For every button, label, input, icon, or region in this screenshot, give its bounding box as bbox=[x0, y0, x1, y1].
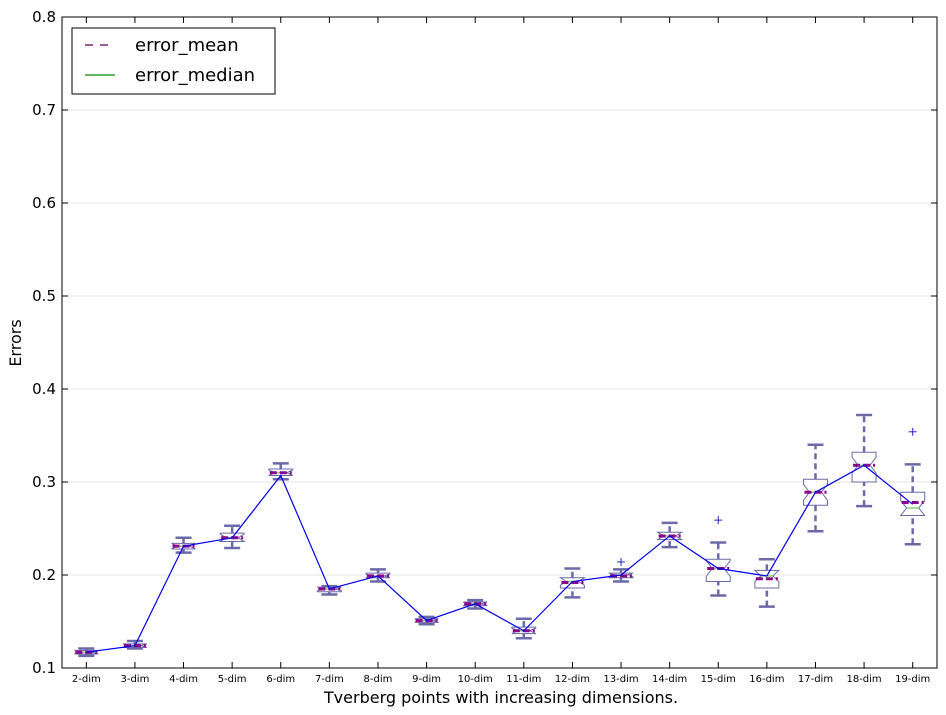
y-tick-label: 0.6 bbox=[32, 194, 56, 212]
outlier-point bbox=[714, 516, 723, 525]
plot-frame bbox=[61, 16, 938, 669]
x-tick-label: 14-dim bbox=[652, 674, 687, 685]
x-tick-label: 17-dim bbox=[798, 674, 833, 685]
x-tick-label: 10-dim bbox=[458, 674, 493, 685]
x-tick-label: 18-dim bbox=[846, 674, 881, 685]
y-tick-label: 0.2 bbox=[32, 566, 56, 584]
y-tick-label: 0.7 bbox=[32, 101, 56, 119]
x-tick-label: 3-dim bbox=[120, 674, 149, 685]
box-16-dim bbox=[753, 557, 781, 608]
box-15-dim bbox=[705, 516, 731, 597]
box-14-dim bbox=[655, 521, 684, 549]
trend-line-group bbox=[86, 464, 914, 653]
box-12-dim bbox=[558, 567, 587, 599]
x-tick-label: 16-dim bbox=[749, 674, 784, 685]
y-tick-label: 0.8 bbox=[32, 8, 56, 26]
x-tick-label: 8-dim bbox=[364, 674, 393, 685]
box-18-dim bbox=[851, 413, 877, 508]
legend-label-error_mean: error_mean bbox=[135, 35, 239, 56]
grid-lines bbox=[62, 16, 937, 669]
x-tick-label: 7-dim bbox=[315, 674, 344, 685]
x-tick-label: 4-dim bbox=[169, 674, 198, 685]
y-tick-label: 0.5 bbox=[32, 287, 56, 305]
y-tick-label: 0.1 bbox=[32, 659, 56, 677]
x-tick-label: 19-dim bbox=[895, 674, 930, 685]
x-tick-label: 11-dim bbox=[506, 674, 541, 685]
trend-line bbox=[86, 464, 914, 653]
box-7-dim bbox=[316, 584, 342, 596]
x-tick-label: 5-dim bbox=[218, 674, 247, 685]
x-axis-ticks: 2-dim 3-dim 4-dim 5-dim 6-dim 7-dim 8-dim 9-dim… bbox=[72, 17, 930, 685]
box-plots bbox=[74, 413, 926, 658]
y-tick-label: 0.3 bbox=[32, 473, 56, 491]
box-body bbox=[851, 451, 877, 483]
box-19-dim bbox=[899, 427, 926, 546]
outlier-point bbox=[617, 557, 626, 566]
x-tick-label: 9-dim bbox=[412, 674, 441, 685]
y-axis-label: Errors bbox=[6, 319, 25, 366]
y-tick-label: 0.4 bbox=[32, 380, 56, 398]
outlier-point bbox=[908, 427, 917, 436]
box-13-dim bbox=[608, 557, 634, 583]
x-tick-label: 12-dim bbox=[555, 674, 590, 685]
legend: error_mean error_median bbox=[71, 27, 276, 95]
x-tick-label: 15-dim bbox=[701, 674, 736, 685]
x-tick-label: 2-dim bbox=[72, 674, 101, 685]
x-tick-label: 13-dim bbox=[603, 674, 638, 685]
box-6-dim bbox=[268, 462, 294, 481]
x-tick-label: 6-dim bbox=[266, 674, 295, 685]
x-axis-label: Tverberg points with increasing dimensio… bbox=[323, 688, 678, 707]
legend-label-error_median: error_median bbox=[135, 65, 255, 86]
legend-box bbox=[71, 27, 276, 95]
y-axis-ticks: 0.1 0.2 0.3 0.4 0.5 0.6 0.7 0.8 bbox=[32, 8, 937, 677]
